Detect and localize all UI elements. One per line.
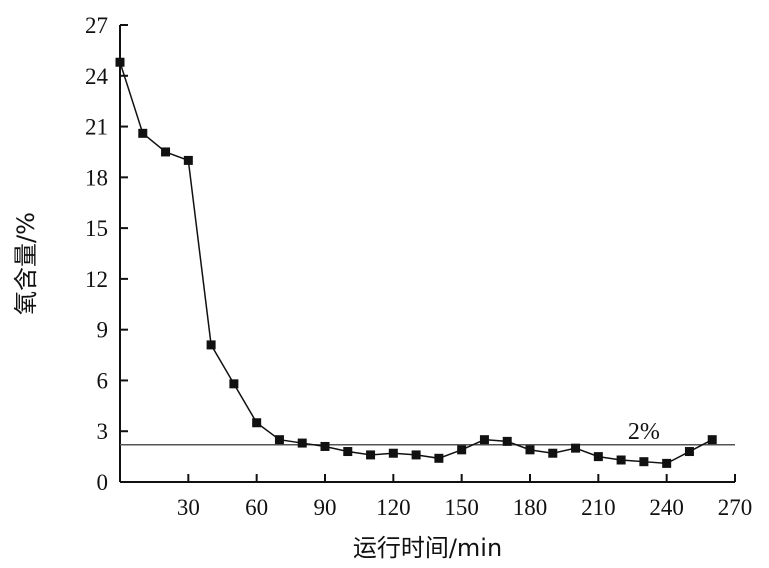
x-axis-ticks: 30 60 90 120 150 180 210 240 270 [177, 474, 752, 520]
x-tick-label: 270 [718, 495, 753, 520]
x-tick-label: 60 [245, 495, 268, 520]
y-tick-label: 27 [85, 13, 108, 38]
x-tick-label: 240 [649, 495, 684, 520]
data-point-marker [457, 445, 467, 455]
x-tick-label: 120 [376, 495, 411, 520]
x-tick-label: 150 [444, 495, 479, 520]
data-point-marker [206, 340, 216, 350]
data-point-marker [502, 436, 512, 446]
y-tick-label: 0 [97, 470, 109, 495]
data-point-marker [434, 453, 444, 463]
data-point-marker [343, 447, 353, 457]
data-point-marker [252, 418, 262, 428]
y-tick-label: 9 [97, 318, 109, 343]
x-tick-label: 210 [581, 495, 616, 520]
data-point-marker [138, 128, 148, 138]
x-axis-title: 运行时间/min [353, 534, 502, 562]
data-point-marker [525, 445, 535, 455]
data-point-marker [115, 57, 125, 67]
x-tick-label: 180 [513, 495, 548, 520]
data-point-marker [616, 455, 626, 465]
data-point-marker [229, 379, 239, 389]
series-layer [115, 57, 717, 468]
data-point-marker [662, 458, 672, 468]
y-axis-title: 氧含量/% [12, 212, 40, 315]
data-point-marker [161, 147, 171, 157]
y-tick-label: 12 [85, 267, 108, 292]
y-axis-ticks: 0 3 6 9 12 15 18 21 24 27 [85, 13, 128, 495]
data-point-marker [639, 457, 649, 467]
y-tick-label: 21 [85, 115, 108, 140]
data-point-marker [320, 441, 330, 451]
data-point-marker [479, 435, 489, 445]
data-point-marker [684, 447, 694, 457]
data-point-marker [571, 443, 581, 453]
reference-line-label: 2% [628, 419, 660, 445]
data-point-marker [388, 448, 398, 458]
data-point-marker [593, 452, 603, 462]
series-line [119, 62, 713, 465]
y-tick-label: 3 [97, 419, 109, 444]
data-point-marker [297, 438, 307, 448]
y-tick-label: 18 [85, 165, 108, 190]
y-tick-label: 6 [97, 368, 109, 393]
y-tick-label: 15 [85, 216, 108, 241]
data-point-marker [183, 155, 193, 165]
data-point-marker [274, 435, 284, 445]
data-point-marker [366, 450, 376, 460]
data-point-marker [707, 435, 717, 445]
data-point-marker [411, 450, 421, 460]
x-tick-label: 90 [314, 495, 337, 520]
x-tick-label: 30 [177, 495, 200, 520]
data-point-marker [548, 448, 558, 458]
y-tick-label: 24 [85, 64, 109, 89]
